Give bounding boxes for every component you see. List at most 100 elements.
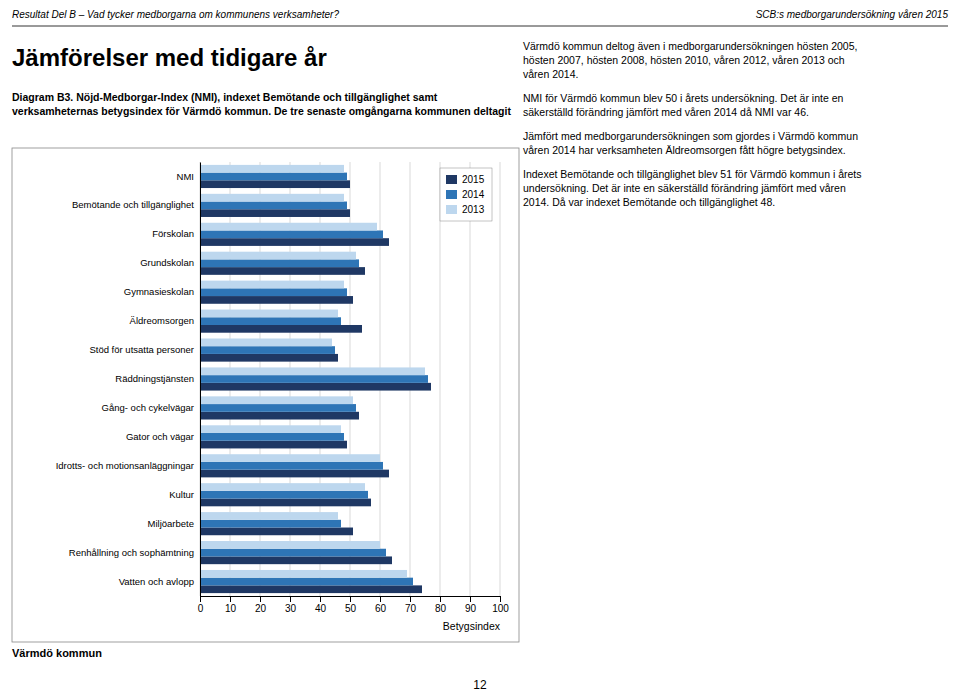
y-tick-label: Idrotts- och motionsanläggningar [56, 460, 194, 471]
legend-label: 2015 [462, 174, 485, 185]
legend-label: 2014 [462, 189, 485, 200]
y-tick: Renhållning och sophämtning [69, 547, 200, 558]
bar [200, 585, 422, 593]
bar [200, 462, 383, 470]
bar [200, 441, 347, 449]
x-tick-mark [260, 596, 261, 602]
x-tick: 20 [255, 596, 267, 614]
y-tick-label: Bemötande och tillgänglighet [72, 199, 194, 210]
y-tick: Förskolan [152, 228, 200, 239]
y-tick-label: Grundskolan [140, 257, 194, 268]
x-tick-label: 90 [465, 603, 477, 614]
bar [200, 512, 338, 520]
x-tick: 10 [225, 596, 237, 614]
bar [200, 173, 347, 181]
x-tick: 60 [375, 596, 387, 614]
section-title: Jämförelser med tidigare år [12, 44, 327, 72]
x-tick: 40 [315, 596, 327, 614]
y-tick-label: Gymnasieskolan [124, 286, 194, 297]
grid [200, 162, 500, 596]
bar [200, 165, 344, 173]
bar [200, 578, 413, 586]
y-tick-label: Äldreomsorgen [130, 315, 194, 326]
body-text-line: säkerställd förändring jämfört med våren… [523, 106, 809, 118]
bar [200, 499, 371, 507]
bar-series [200, 173, 428, 586]
legend-item: 2015 [446, 174, 485, 185]
x-tick: 0 [198, 596, 204, 614]
x-tick: 30 [285, 596, 297, 614]
legend-swatch [446, 205, 457, 214]
page-title-left: Resultat Del B – Vad tycker medborgarna … [12, 9, 339, 20]
bar [200, 230, 383, 238]
body-text-line: hösten 2007, hösten 2008, hösten 2010, v… [523, 54, 845, 66]
grid-line [200, 162, 201, 596]
y-tick-label: NMI [177, 171, 194, 182]
x-tick-mark [200, 596, 201, 602]
bar [200, 310, 338, 318]
y-tick-label: Stöd för utsatta personer [89, 344, 194, 355]
x-tick-label: 20 [255, 603, 267, 614]
x-tick-mark [350, 596, 351, 602]
legend-item: 2014 [446, 189, 485, 200]
y-tick: Bemötande och tillgänglighet [72, 199, 200, 210]
y-tick: NMI [177, 171, 200, 182]
y-tick: Miljöarbete [148, 518, 200, 529]
y-tick-label: Renhållning och sophämtning [69, 547, 194, 558]
bar [200, 238, 389, 246]
body-text-line: 2014. Då var indexet Bemötande och tillg… [523, 196, 775, 208]
legend-item: 2013 [446, 204, 485, 215]
y-tick: Vatten och avlopp [119, 576, 200, 587]
y-tick: Gång- och cykelvägar [102, 402, 200, 413]
legend-swatch [446, 190, 457, 199]
x-tick-label: 80 [435, 603, 447, 614]
x-tick-mark [410, 596, 411, 602]
x-tick-mark [320, 596, 321, 602]
x-tick-mark [380, 596, 381, 602]
chart-title: Diagram B3. Nöjd-Medborgar-Index (NMI), … [12, 90, 512, 118]
x-axis: 0 10 20 30 40 50 60 70 80 90 100 [198, 596, 510, 614]
y-tick: Äldreomsorgen [130, 315, 200, 326]
x-tick-label: 70 [405, 603, 417, 614]
x-tick-mark [230, 596, 231, 602]
bar [200, 425, 341, 433]
page-title-right: SCB:s medborgarundersökning våren 2015 [756, 9, 948, 20]
legend: 2015 2014 2013 [440, 168, 492, 221]
bar [200, 317, 341, 325]
body-text-line: NMI för Värmdö kommun blev 50 i årets un… [523, 92, 843, 104]
page-canvas: 0 10 20 30 40 50 60 70 80 90 100 NMI Bemötande och t… [0, 0, 960, 699]
x-tick-label: 60 [375, 603, 387, 614]
bar [200, 202, 347, 210]
legend-swatch [446, 175, 457, 184]
bar [200, 541, 380, 549]
x-tick-label: 10 [225, 603, 237, 614]
bar [200, 209, 350, 217]
y-tick: Idrotts- och motionsanläggningar [56, 460, 200, 471]
body-text-line: Jämfört med medborgarundersökningen som … [523, 130, 858, 142]
x-axis-label: Betygsindex [443, 620, 501, 632]
bar [200, 354, 338, 362]
x-tick-label: 100 [492, 603, 509, 614]
y-axis: NMI Bemötande och tillgänglighet Förskolan… [56, 163, 201, 597]
x-tick-label: 0 [198, 603, 204, 614]
y-tick-label: Kultur [169, 489, 194, 500]
grid-line [500, 162, 501, 596]
bar [200, 375, 428, 383]
y-tick-label: Räddningstjänsten [115, 373, 194, 384]
bar [200, 433, 344, 441]
page-number: 12 [0, 678, 960, 692]
x-tick: 90 [465, 596, 477, 614]
bar [200, 325, 362, 333]
bar [200, 520, 341, 528]
x-tick: 50 [345, 596, 357, 614]
bar [200, 194, 344, 202]
x-tick: 100 [492, 596, 509, 614]
bar [200, 346, 335, 354]
bar [200, 396, 353, 404]
body-text-line: Indexet Bemötande och tillgänglighet ble… [523, 168, 862, 180]
bar [200, 367, 425, 375]
bar [200, 180, 350, 188]
y-tick: Gymnasieskolan [124, 286, 200, 297]
grid-line [440, 162, 441, 596]
x-tick-mark [290, 596, 291, 602]
